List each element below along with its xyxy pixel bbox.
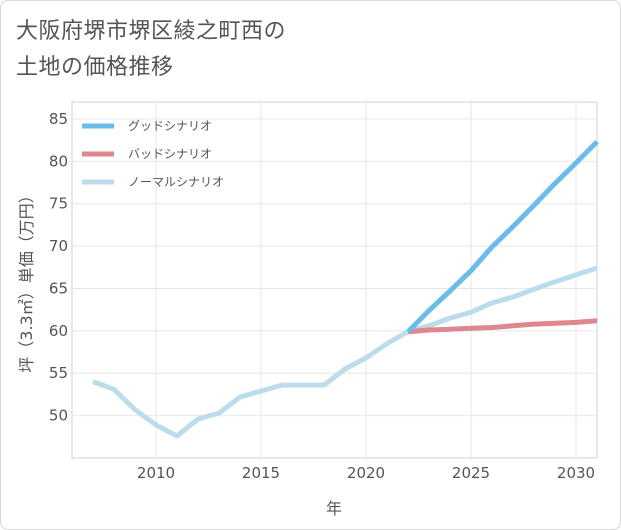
title-line-2: 土地の価格推移: [16, 55, 174, 80]
x-tick-label: 2020: [347, 464, 385, 482]
y-tick-label: 75: [49, 195, 68, 213]
legend-label: グッドシナリオ: [128, 119, 212, 133]
legend-label: バッドシナリオ: [128, 147, 212, 161]
y-axis-label: 坪（3.3㎡）単価（万円）: [17, 187, 36, 372]
tick-labels: 2010 2015 2020 2025 2030 50 55 60 65 70 75 80 85: [49, 110, 595, 482]
title-line-1: 大阪府堺市堺区綾之町西の: [16, 19, 287, 44]
x-tick-label: 2015: [242, 464, 280, 482]
x-tick-label: 2030: [557, 464, 595, 482]
legend-label: ノーマルシナリオ: [128, 175, 224, 189]
x-axis-label: 年: [326, 499, 342, 518]
y-tick-label: 80: [49, 152, 68, 170]
y-tick-label: 60: [49, 322, 68, 340]
series-lines: [92, 140, 599, 439]
gridlines: [72, 102, 597, 458]
y-tick-label: 65: [49, 279, 68, 297]
x-tick-label: 2010: [137, 464, 175, 482]
y-tick-label: 85: [49, 110, 68, 128]
y-tick-label: 50: [49, 407, 68, 425]
series-line-0: [406, 140, 599, 334]
x-tick-label: 2025: [452, 464, 490, 482]
chart-title: 大阪府堺市堺区綾之町西の 土地の価格推移: [16, 14, 576, 86]
y-tick-label: 55: [49, 364, 68, 382]
series-line-1: [407, 318, 598, 335]
y-tick-label: 70: [49, 237, 68, 255]
series-line-2: [92, 265, 598, 439]
